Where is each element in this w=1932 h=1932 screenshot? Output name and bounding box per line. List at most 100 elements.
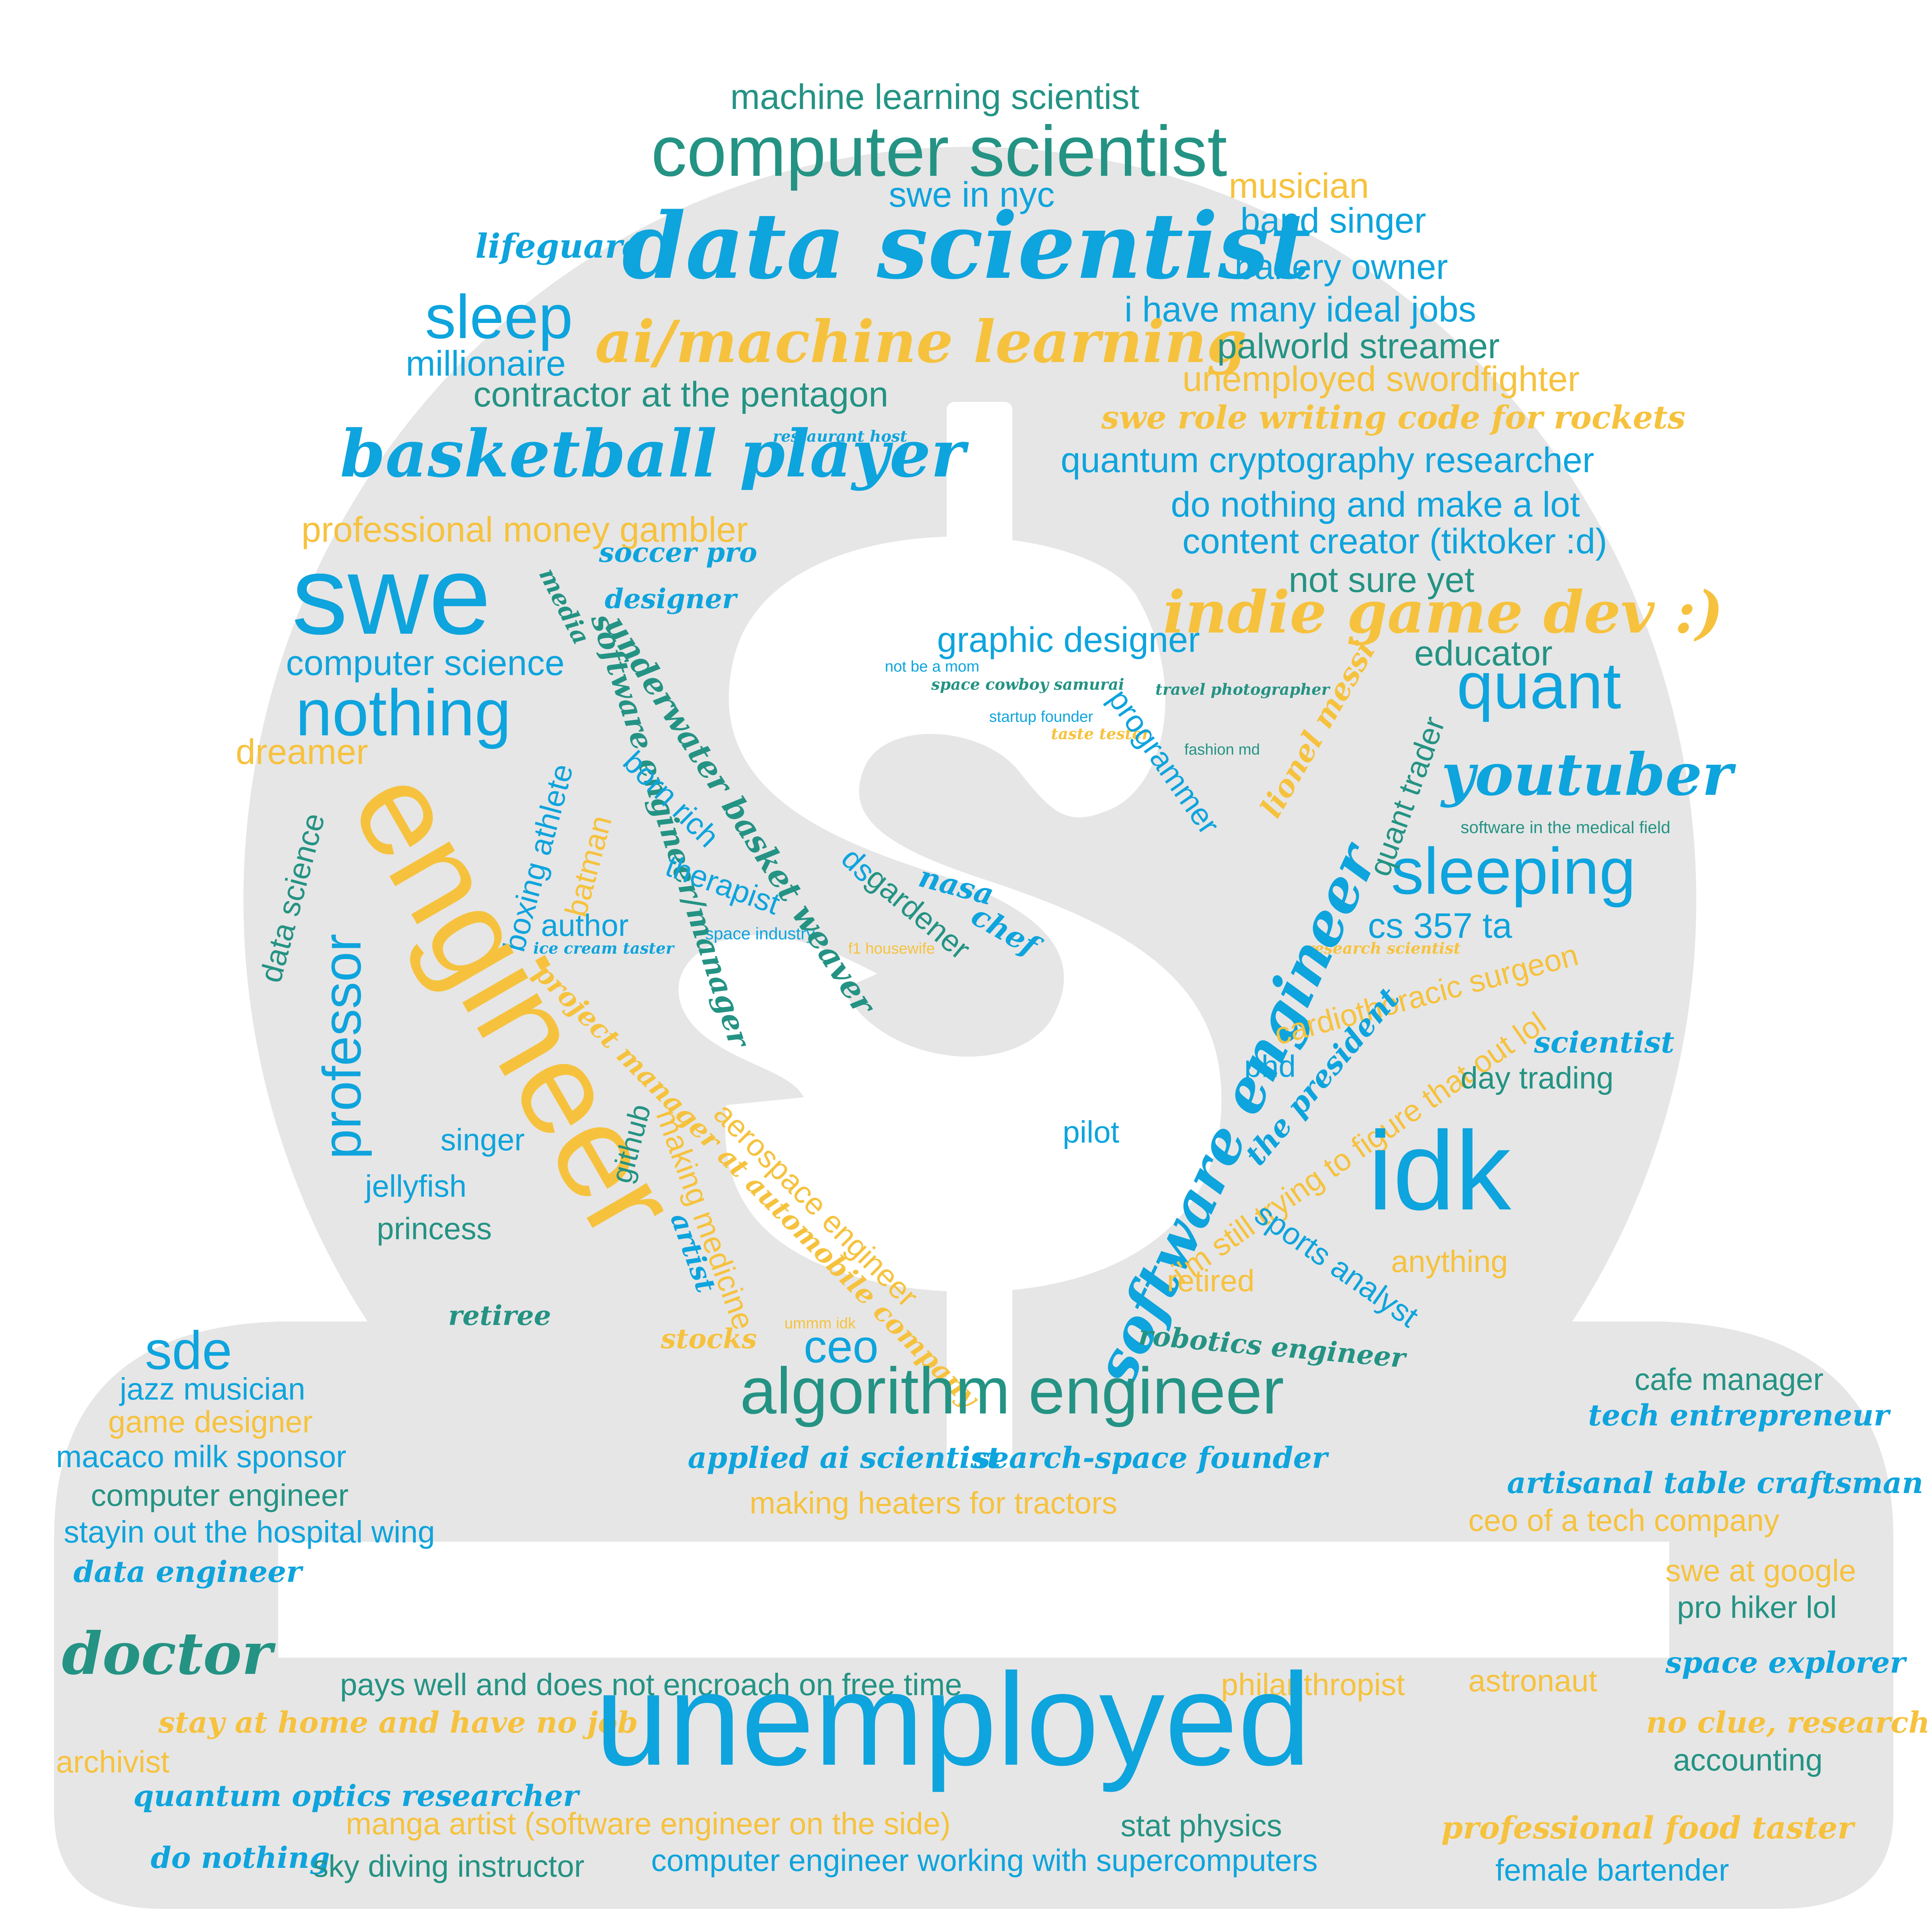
word-content-creator: content creator (tiktoker :d) [1182,522,1607,561]
word-ceo: ceo [804,1321,879,1372]
word-band-singer: band singer [1240,201,1426,240]
word-lifeguard: lifeguard [475,227,646,266]
word-doctor: doctor [62,1620,272,1688]
word-phd: phd [1244,1049,1296,1083]
dollar-sign-icon [678,402,1222,1468]
word-stayin-out: stayin out the hospital wing [64,1515,435,1549]
word-research-scientist: research scientist [1306,939,1461,957]
word-educator: educator [1414,634,1553,673]
word-tech-entrepreneur: tech entrepreneur [1588,1398,1889,1432]
word-space-industry: space industry [705,924,815,943]
word-swe: swe [292,532,491,658]
word-unemployed-swordfighter: unemployed swordfighter [1182,359,1580,399]
word-software-in-the-medical-field: software in the medical field [1461,818,1670,837]
word-chef: chef [966,898,1044,963]
word-sleeping: sleeping [1391,835,1636,908]
word-computer-engineer-supercomputers: computer engineer working with supercomp… [651,1843,1318,1878]
word-basketball-player: basketball player [340,415,965,492]
word-stat-physics: stat physics [1121,1808,1282,1843]
word-not-be-a-mom: not be a mom [885,658,980,675]
word-contractor-at-the-pentagon: contractor at the pentagon [473,375,889,414]
word-no-clue-research: no clue, research [1646,1705,1930,1740]
word-indie-game-dev: indie game dev :) [1163,578,1724,646]
word-applied-ai-scientist: applied ai scientist [688,1440,1001,1475]
word-princess: princess [377,1211,492,1246]
word-space-cowboy-samurai: space cowboy samurai [931,675,1124,694]
word-stay-at-home: stay at home and have no job [158,1705,638,1740]
word-programmer: programmer [1102,683,1226,841]
word-manga-artist: manga artist (software engineer on the s… [346,1806,951,1841]
word-singer: singer [440,1122,525,1157]
word-youtuber: youtuber [1441,741,1733,809]
word-designer: designer [605,583,736,615]
word-startup-founder: startup founder [989,708,1094,725]
word-stocks: stocks [661,1323,757,1355]
word-do-nothing-and-make-a-lot: do nothing and make a lot [1171,485,1580,524]
word-quant: quant [1457,649,1621,723]
word-professor: professor [311,934,372,1159]
word-restaurant-host: restaurant host [773,427,907,446]
word-not-sure-yet: not sure yet [1289,560,1475,600]
word-computer-engineer: computer engineer [91,1478,349,1512]
word-search-space-founder: search-space founder [974,1440,1328,1475]
word-jellyfish: jellyfish [365,1169,467,1203]
word-fashion-md: fashion md [1184,741,1260,758]
word-unemployed: unemployed [595,1646,1311,1793]
word-space-explorer: space explorer [1665,1645,1906,1680]
word-cs-357-ta: cs 357 ta [1368,906,1512,946]
word-retiree: retiree [448,1299,551,1332]
word-data-engineer: data engineer [73,1554,302,1589]
word-making-heaters-for-tractors: making heaters for tractors [750,1486,1117,1520]
word-retired: retired [1167,1264,1255,1298]
word-bakery-owner: bakery owner [1235,247,1448,287]
word-do-nothing: do nothing [151,1840,330,1875]
word-philanthropist: philanthropist [1221,1667,1405,1702]
word-pilot: pilot [1063,1115,1119,1149]
word-nothing: nothing [296,676,511,750]
word-swe-in-nyc: swe in nyc [889,175,1055,214]
word-ice-cream-taster: ice cream taster [533,939,674,957]
word-media: media [533,563,596,649]
word-pays-well: pays well and does not encroach on free … [340,1667,962,1702]
word-software-engineer: software engineer [1081,834,1391,1395]
word-machine-learning-scientist: machine learning scientist [730,77,1139,117]
word-i-have-many-ideal-jobs: i have many ideal jobs [1124,290,1476,329]
word-professional-money-gambler: professional money gambler [301,510,748,549]
word-lionel-messi: lionel messi [1253,635,1382,823]
word-computer-science: computer science [286,643,565,683]
word-pro-hiker-lol: pro hiker lol [1677,1590,1837,1624]
word-quantum-cryptography-researcher: quantum cryptography researcher [1061,440,1594,480]
word-anything: anything [1391,1244,1508,1279]
word-ummm-idk: ummm idk [784,1315,856,1332]
word-graphic-designer: graphic designer [937,620,1200,660]
word-data-scientist: data scientist [622,193,1311,299]
word-scientist: scientist [1534,1025,1675,1060]
word-dreamer: dreamer [236,732,368,772]
word-underwater-basket-weaver: underwater basket weaver [597,609,883,1021]
word-soccer-pro: soccer pro [599,536,757,568]
word-quantum-optics-researcher: quantum optics researcher [133,1779,579,1813]
word-sky-diving-instructor: sky diving instructor [313,1849,585,1883]
word-cafe-manager: cafe manager [1634,1362,1824,1396]
word-astronaut: astronaut [1468,1663,1597,1698]
word-author: author [541,908,629,942]
word-accounting: accounting [1673,1743,1823,1777]
word-taste-tester: taste tester [1051,725,1150,743]
word-sde: sde [145,1320,232,1381]
word-ceo-of-a-tech-company: ceo of a tech company [1468,1503,1779,1537]
word-professional-food-taster: professional food taster [1441,1810,1854,1846]
word-swe-at-google: swe at google [1665,1553,1856,1588]
word-algorithm-engineer: algorithm engineer [740,1354,1284,1428]
word-jazz-musician: jazz musician [120,1372,306,1406]
word-macaco-milk-sponsor: macaco milk sponsor [56,1439,347,1474]
bag-slot [278,1542,1669,1658]
word-artisanal-table-craftsman: artisanal table craftsman [1507,1466,1923,1500]
word-musician: musician [1229,166,1369,206]
word-travel-photographer: travel photographer [1155,680,1330,699]
word-computer-scientist: computer scientist [651,112,1227,191]
word-f1-housewife: f1 housewife [848,940,935,957]
word-batman: batman [558,811,619,920]
word-millionaire: millionaire [406,344,566,383]
